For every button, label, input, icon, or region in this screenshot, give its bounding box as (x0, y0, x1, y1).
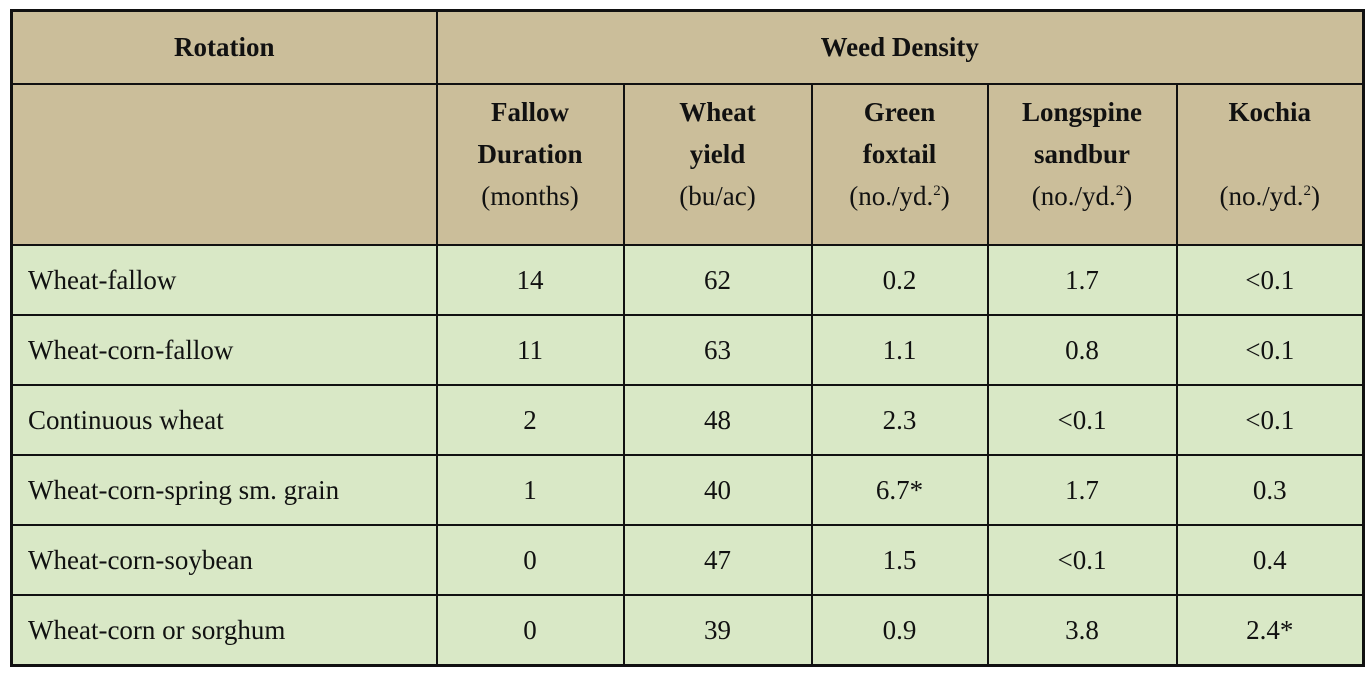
column-header-unit: (no./yd.2) (989, 175, 1176, 217)
column-header-name: sandbur (1033, 139, 1131, 169)
longspine-sandbur-cell: 1.7 (986, 454, 1178, 526)
column-header-wheat-yield: Wheat yield (bu/ac) (622, 83, 813, 246)
subheader-row: Fallow Duration (months) Wheat yield (bu… (10, 83, 1365, 246)
unit-close: ) (940, 181, 950, 211)
rotation-header: Rotation (10, 9, 438, 85)
weed-density-header: Weed Density (435, 9, 1365, 85)
table-row: Wheat-fallow 14 62 0.2 1.7 <0.1 (10, 244, 1365, 316)
rotation-cell: Wheat-corn or sorghum (10, 594, 438, 667)
column-header-unit: (no./yd.2) (1178, 175, 1363, 217)
kochia-cell: 2.4* (1175, 594, 1365, 667)
wheat-yield-cell: 63 (622, 314, 813, 386)
wheat-yield-cell: 47 (622, 524, 813, 596)
unit-text: (no./yd. (849, 181, 934, 211)
table-row: Wheat-corn-fallow 11 63 1.1 0.8 <0.1 (10, 314, 1365, 386)
kochia-cell: 0.4 (1175, 524, 1365, 596)
column-header-name: Duration (477, 139, 583, 169)
fallow-duration-cell: 1 (435, 454, 625, 526)
table-container: Rotation Weed Density Fallow Duration (m… (10, 9, 1366, 667)
column-header-unit: (no./yd.2) (813, 175, 987, 217)
fallow-duration-cell: 11 (435, 314, 625, 386)
empty-subheader-cell (10, 83, 438, 246)
column-header-name: Green (863, 97, 936, 127)
unit-superscript: 2 (933, 183, 941, 199)
fallow-duration-cell: 0 (435, 524, 625, 596)
fallow-duration-cell: 14 (435, 244, 625, 316)
weed-density-table: Rotation Weed Density Fallow Duration (m… (10, 9, 1366, 667)
fallow-duration-cell: 2 (435, 384, 625, 456)
kochia-cell: <0.1 (1175, 314, 1365, 386)
unit-close: ) (1311, 181, 1321, 211)
longspine-sandbur-cell: 1.7 (986, 244, 1178, 316)
column-header-unit: (months) (481, 181, 579, 211)
wheat-yield-cell: 40 (622, 454, 813, 526)
column-header-name: Fallow (491, 97, 569, 127)
column-header-name: Kochia (1228, 97, 1312, 127)
unit-close: ) (1123, 181, 1133, 211)
header-spacer (1178, 133, 1363, 175)
kochia-cell: <0.1 (1175, 244, 1365, 316)
green-foxtail-cell: 6.7* (810, 454, 989, 526)
column-header-fallow-duration: Fallow Duration (months) (435, 83, 625, 246)
green-foxtail-cell: 2.3 (810, 384, 989, 456)
table-body: Wheat-fallow 14 62 0.2 1.7 <0.1 Wheat-co… (10, 244, 1365, 667)
rotation-cell: Wheat-corn-soybean (10, 524, 438, 596)
column-header-name: Longspine (1021, 97, 1143, 127)
unit-superscript: 2 (1115, 183, 1124, 199)
table-row: Continuous wheat 2 48 2.3 <0.1 <0.1 (10, 384, 1365, 456)
column-header-longspine-sandbur: Longspine sandbur (no./yd.2) (986, 83, 1178, 246)
unit-text: (no./yd. (1031, 181, 1116, 211)
longspine-sandbur-cell: 0.8 (986, 314, 1178, 386)
column-header-name: yield (689, 139, 746, 169)
header-row: Rotation Weed Density (10, 9, 1365, 85)
table-row: Wheat-corn or sorghum 0 39 0.9 3.8 2.4* (10, 594, 1365, 667)
longspine-sandbur-cell: <0.1 (986, 524, 1178, 596)
rotation-cell: Wheat-corn-fallow (10, 314, 438, 386)
rotation-cell: Wheat-fallow (10, 244, 438, 316)
wheat-yield-cell: 62 (622, 244, 813, 316)
table-row: Wheat-corn-spring sm. grain 1 40 6.7* 1.… (10, 454, 1365, 526)
green-foxtail-cell: 1.1 (810, 314, 989, 386)
fallow-duration-cell: 0 (435, 594, 625, 667)
unit-text: (no./yd. (1219, 181, 1304, 211)
table-row: Wheat-corn-soybean 0 47 1.5 <0.1 0.4 (10, 524, 1365, 596)
wheat-yield-cell: 39 (622, 594, 813, 667)
kochia-cell: 0.3 (1175, 454, 1365, 526)
rotation-cell: Wheat-corn-spring sm. grain (10, 454, 438, 526)
column-header-name: Wheat (679, 97, 756, 127)
column-header-name: foxtail (862, 139, 937, 169)
unit-superscript: 2 (1303, 183, 1312, 199)
longspine-sandbur-cell: 3.8 (986, 594, 1178, 667)
column-header-unit: (bu/ac) (679, 181, 756, 211)
rotation-cell: Continuous wheat (10, 384, 438, 456)
column-header-kochia: Kochia (no./yd.2) (1175, 83, 1365, 246)
green-foxtail-cell: 0.9 (810, 594, 989, 667)
wheat-yield-cell: 48 (622, 384, 813, 456)
green-foxtail-cell: 0.2 (810, 244, 989, 316)
kochia-cell: <0.1 (1175, 384, 1365, 456)
column-header-green-foxtail: Green foxtail (no./yd.2) (810, 83, 989, 246)
longspine-sandbur-cell: <0.1 (986, 384, 1178, 456)
green-foxtail-cell: 1.5 (810, 524, 989, 596)
